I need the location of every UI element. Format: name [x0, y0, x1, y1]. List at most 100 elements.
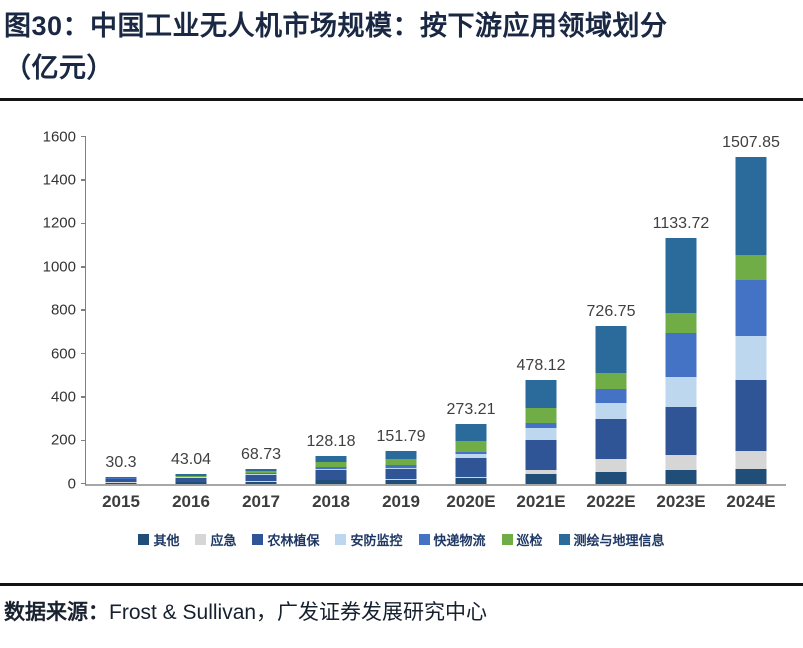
bar-segment-安防监控 [735, 335, 767, 381]
bar-segment-安防监控 [455, 454, 487, 459]
source-prefix: 数据来源： [4, 600, 109, 624]
bar-segment-安防监控 [245, 474, 277, 476]
stacked-bar [455, 424, 487, 484]
stacked-bar [385, 450, 417, 484]
x-axis-label: 2023E [656, 491, 706, 511]
bar-segment-其他 [455, 478, 487, 484]
bar-column: 1133.72 [646, 137, 716, 484]
bar-segment-快递物流 [175, 476, 207, 478]
bar-segment-巡检 [455, 441, 487, 453]
stacked-bar [525, 380, 557, 484]
x-axis-label: 2022E [586, 491, 636, 511]
legend-label: 测绘与地理信息 [573, 532, 665, 548]
y-axis-tick-mark [81, 352, 86, 355]
bar-segment-巡检 [175, 475, 207, 477]
bar-segment-其他 [315, 480, 347, 484]
y-axis-tick-label: 600 [50, 345, 76, 363]
stacked-bar [315, 455, 347, 484]
y-axis-tick-label: 1400 [42, 171, 76, 189]
bar-segment-快递物流 [385, 465, 417, 468]
bar-segment-巡检 [525, 408, 557, 423]
bar-segment-巡检 [735, 254, 767, 280]
bar-segment-测绘与地理信息 [105, 477, 137, 478]
bar-segment-安防监控 [525, 427, 557, 440]
bar-segment-快递物流 [315, 466, 347, 469]
legend-swatch-icon [138, 533, 150, 545]
bar-total-label: 1507.85 [722, 133, 780, 151]
bar-total-label: 68.73 [240, 445, 282, 463]
bar-segment-安防监控 [385, 467, 417, 470]
bar-segment-巡检 [105, 477, 137, 479]
y-axis-tick-label: 1600 [42, 128, 76, 146]
y-axis-tick-mark [81, 135, 86, 138]
bar-segment-测绘与地理信息 [385, 450, 417, 459]
x-axis-label: 2024E [726, 491, 776, 511]
bar-segment-农林植保 [525, 439, 557, 470]
bar-segment-农林植保 [105, 479, 137, 483]
legend-item-快递物流: 快递物流 [418, 530, 486, 549]
y-axis-tick-mark [81, 179, 86, 181]
bar-segment-应急 [595, 459, 627, 472]
x-axis-label: 2018 [312, 491, 350, 511]
bar-segment-测绘与地理信息 [735, 156, 767, 255]
legend-label: 安防监控 [350, 532, 403, 548]
legend-item-巡检: 巡检 [501, 530, 543, 549]
bar-segment-农林植保 [245, 475, 277, 482]
x-axis-label: 2020E [446, 491, 496, 511]
bar-total-label: 128.18 [306, 432, 356, 450]
bar-segment-其他 [175, 482, 207, 484]
stacked-bar [595, 326, 627, 484]
legend-item-农林植保: 农林植保 [252, 530, 319, 549]
bar-segment-快递物流 [735, 279, 767, 336]
source-divider [0, 582, 803, 586]
bar-segment-农林植保 [315, 470, 347, 480]
legend-label: 农林植保 [267, 532, 320, 548]
bar-segment-其他 [385, 479, 417, 484]
bar-segment-快递物流 [595, 388, 627, 403]
bar-column: 273.21 [436, 137, 506, 484]
bar-column: 30.3 [86, 137, 156, 484]
y-axis-tick-label: 800 [50, 301, 76, 319]
bar-segment-应急 [525, 469, 557, 474]
bar-segment-测绘与地理信息 [595, 326, 627, 374]
bar-segment-农林植保 [665, 406, 697, 455]
bar-segment-巡检 [315, 462, 347, 467]
bar-total-label: 273.21 [446, 401, 496, 419]
bar-segment-测绘与地理信息 [525, 380, 557, 409]
x-axis-label: 2015 [102, 491, 140, 511]
source-text: Frost & Sullivan，广发证券发展研究中心 [109, 600, 488, 624]
legend-swatch-icon [501, 533, 513, 545]
bar-segment-应急 [735, 451, 767, 469]
bar-segment-安防监控 [665, 376, 697, 407]
bar-segment-测绘与地理信息 [175, 474, 207, 476]
stacked-bar [105, 477, 137, 484]
stacked-bar [245, 468, 277, 484]
bar-segment-农林植保 [455, 458, 487, 478]
legend-label: 快递物流 [433, 532, 486, 548]
bar-segment-快递物流 [245, 473, 277, 475]
figure-title-line2: （亿元） [4, 52, 114, 83]
legend-label: 巡检 [516, 532, 543, 548]
bar-segment-快递物流 [455, 452, 487, 454]
bar-segment-应急 [385, 479, 417, 480]
legend-swatch-icon [558, 533, 570, 545]
legend-item-其他: 其他 [138, 530, 179, 549]
y-axis-tick-mark [81, 222, 86, 225]
bar-segment-巡检 [245, 471, 277, 474]
y-axis-tick-mark [81, 309, 86, 311]
bar-segment-其他 [665, 469, 697, 484]
y-axis-tick-label: 400 [50, 388, 76, 406]
bar-column: 68.73 [226, 137, 296, 484]
bar-total-label: 30.3 [105, 454, 137, 472]
x-axis-label: 2016 [172, 491, 210, 511]
bar-column: 478.12 [506, 137, 576, 484]
y-axis-tick-label: 200 [50, 431, 76, 449]
bar-segment-巡检 [595, 373, 627, 389]
y-axis-tick-mark [81, 439, 86, 442]
y-axis-tick-label: 1000 [42, 258, 76, 276]
legend-label: 其他 [153, 532, 180, 548]
figure-title: 图30：中国工业无人机市场规模：按下游应用领域划分 （亿元） [0, 0, 803, 92]
bar-segment-应急 [315, 479, 347, 481]
bar-column: 726.75 [576, 137, 646, 484]
bar-segment-农林植保 [385, 469, 417, 480]
